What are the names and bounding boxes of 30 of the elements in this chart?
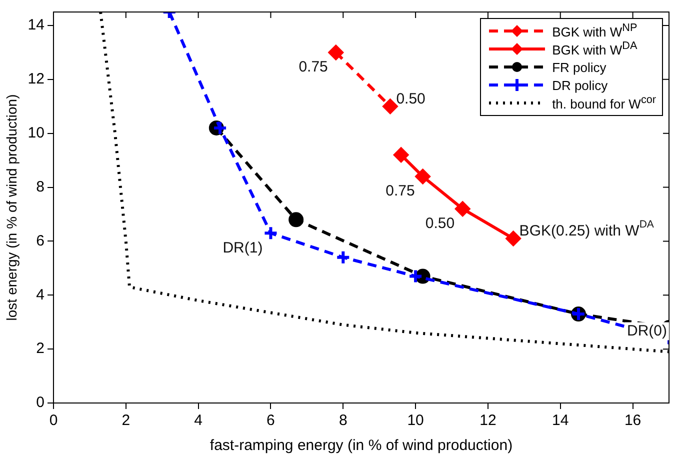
legend-label: th. bound for W$^{cor}$	[552, 94, 656, 112]
annotation: 0.75	[386, 182, 415, 200]
x-tick-label: 14	[552, 412, 569, 430]
annotation: 0.75	[298, 58, 328, 76]
legend-label: DR policy	[552, 78, 608, 92]
annotation: 0.50	[396, 90, 426, 108]
x-tick-label: 2	[122, 412, 130, 430]
y-tick-label: 6	[36, 232, 44, 250]
x-tick-label: 8	[338, 412, 348, 430]
legend-label: FR policy	[552, 60, 606, 74]
y-tick-label: 12	[28, 70, 44, 88]
x-tick-label: 12	[480, 412, 496, 430]
y-tick-label: 10	[28, 124, 44, 142]
y-axis-title: lost energy (in % of wind production)	[3, 94, 20, 321]
annotation: 0.50	[425, 214, 455, 232]
legend-label: BGK with W$^{DA}$	[552, 40, 638, 58]
x-tick-label: 16	[624, 412, 642, 430]
x-axis-title: fast-ramping energy (in % of wind production)	[210, 437, 513, 454]
y-tick-label: 14	[28, 16, 44, 34]
y-tick-label: 8	[36, 178, 44, 196]
legend-label: BGK with W$^{NP}$	[552, 22, 638, 40]
y-tick-label: 4	[36, 286, 44, 304]
x-tick-label: 10	[407, 412, 424, 430]
annotation: DR(0)	[627, 322, 668, 340]
x-tick-label: 4	[194, 412, 202, 430]
x-tick-label: 0	[49, 412, 58, 430]
annotation: DR(1)	[222, 239, 263, 256]
x-tick-label: 6	[266, 412, 275, 430]
y-tick-label: 2	[36, 340, 44, 358]
y-tick-label: 0	[36, 394, 44, 412]
